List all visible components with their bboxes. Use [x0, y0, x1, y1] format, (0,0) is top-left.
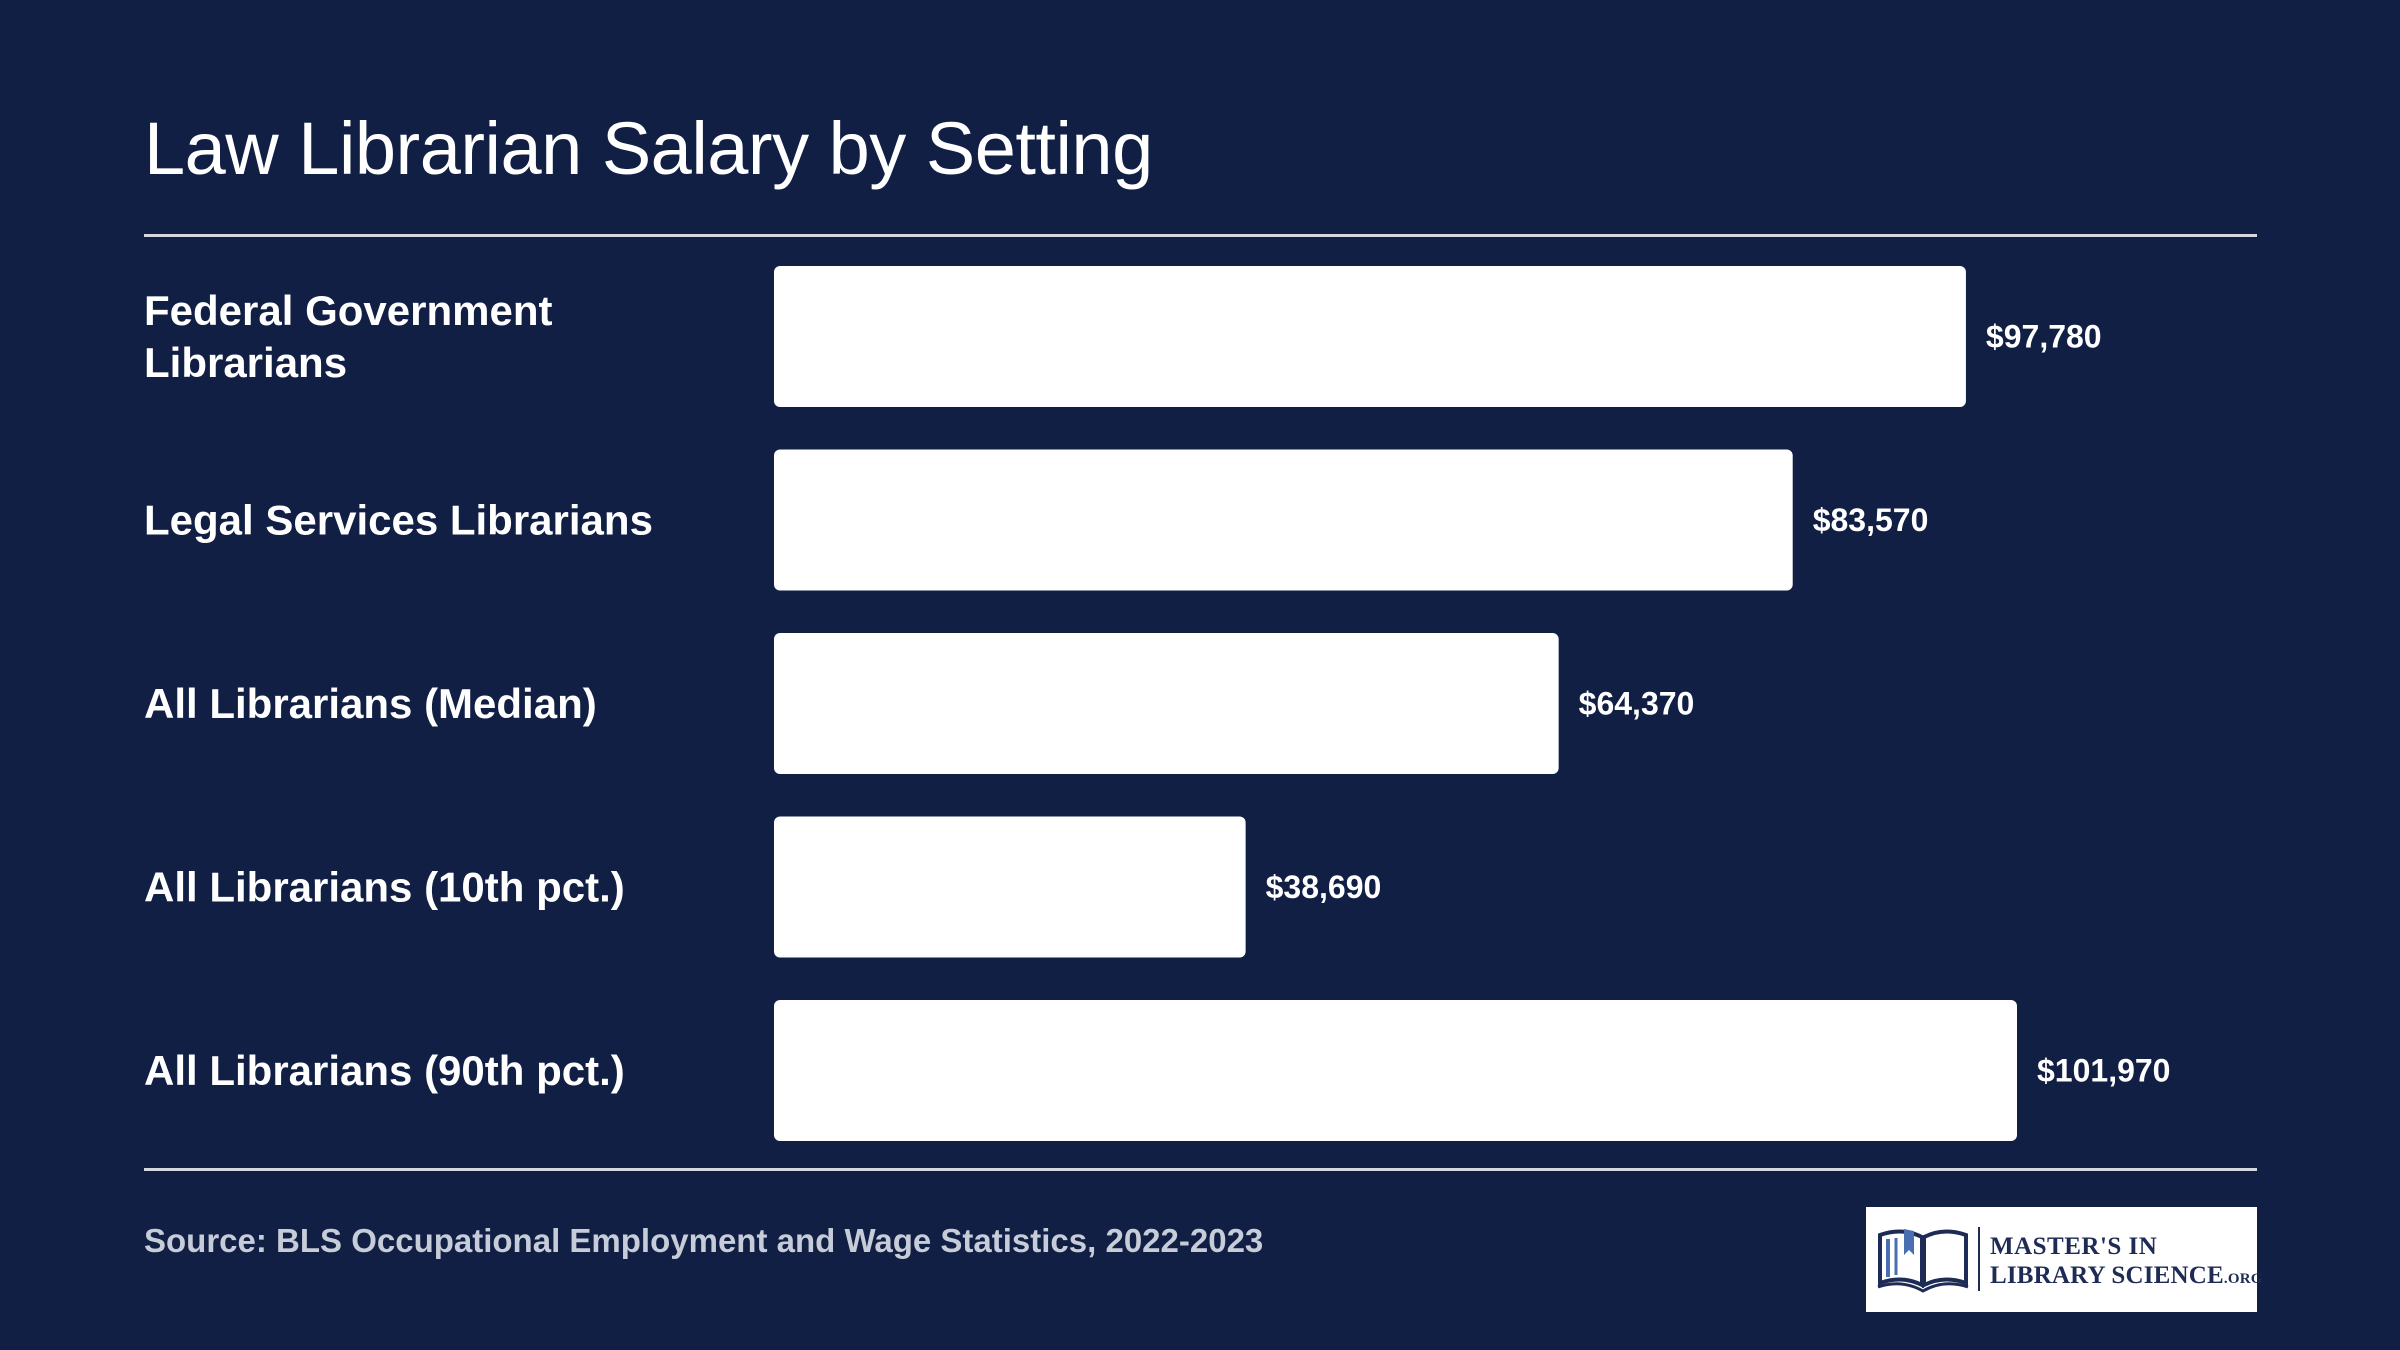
source-note: Source: BLS Occupational Employment and …	[144, 1222, 1264, 1259]
value-label: $101,970	[2037, 1053, 2170, 1089]
logo-text-line1: MASTER'S IN	[1990, 1233, 2158, 1260]
bar	[774, 266, 1966, 407]
logo-divider	[1978, 1227, 1980, 1291]
bar	[774, 1000, 2017, 1141]
bar	[774, 816, 1246, 958]
value-label: $97,780	[1986, 319, 2102, 355]
value-label: $38,690	[1266, 869, 1382, 905]
category-label: All Librarians (90th pct.)	[144, 1047, 625, 1094]
bar	[774, 633, 1559, 774]
masters-in-library-science-logo[interactable]: MASTER'S IN LIBRARY SCIENCE.ORG	[1866, 1207, 2262, 1312]
logo-text-line2: LIBRARY SCIENCE.ORG	[1990, 1263, 2263, 1288]
logo-text-org: .ORG	[2223, 1271, 2263, 1287]
bar	[774, 449, 1793, 591]
bottom-divider	[144, 1168, 2257, 1171]
open-book-icon	[1877, 1229, 1969, 1293]
category-label: All Librarians (10th pct.)	[144, 864, 625, 911]
logo-text-main: LIBRARY SCIENCE	[1990, 1262, 2224, 1289]
category-label: All Librarians (Median)	[144, 680, 597, 727]
category-label: Legal Services Librarians	[144, 497, 653, 544]
top-divider	[144, 234, 2257, 237]
value-label: $83,570	[1813, 502, 1929, 538]
value-label: $64,370	[1579, 686, 1695, 722]
category-label: Federal Government Librarians	[144, 287, 552, 386]
chart-title: Law Librarian Salary by Setting	[144, 107, 1153, 190]
